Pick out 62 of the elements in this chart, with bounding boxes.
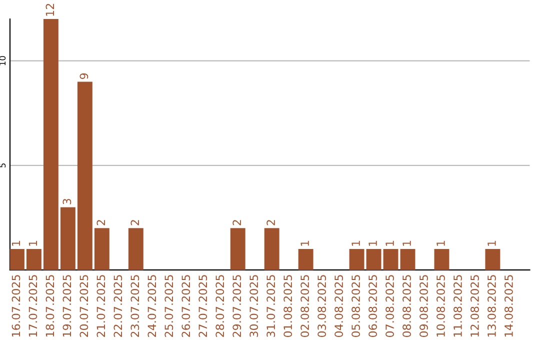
x-tick-label: 03.08.2025	[318, 275, 326, 338]
x-tick-label: 22.07.2025	[114, 275, 122, 337]
bar	[298, 249, 314, 270]
x-tick-label: 18.07.2025	[46, 275, 54, 337]
x-tick-label: 07.08.2025	[386, 275, 394, 338]
bar	[434, 249, 450, 270]
data-label: 1	[402, 240, 411, 246]
x-tick-label: 04.08.2025	[334, 275, 344, 338]
x-tick-label: 26.07.2025	[182, 275, 190, 337]
bar	[94, 228, 110, 270]
x-tick-label: 06.08.2025	[368, 275, 377, 338]
bar	[383, 249, 398, 270]
bar	[264, 228, 280, 270]
x-tick-label: 11.08.2025	[454, 275, 462, 337]
data-label: 1	[12, 240, 20, 246]
x-tick-label: 20.07.2025	[80, 275, 88, 337]
x-tick-label: 23.07.2025	[130, 275, 140, 337]
x-tick-label: 10.08.2025	[436, 275, 445, 337]
bar	[366, 249, 382, 270]
data-label: 1	[300, 240, 309, 246]
data-label: 1	[488, 240, 496, 246]
data-label: 2	[266, 220, 275, 226]
x-tick-label: 24.07.2025	[148, 275, 156, 337]
x-tick-label: 16.07.2025	[12, 275, 20, 337]
data-label: 2	[130, 220, 139, 226]
data-label: 2	[232, 220, 241, 226]
bar	[10, 249, 24, 270]
bar	[400, 249, 416, 270]
data-label: 1	[386, 240, 394, 246]
x-tick-label: 13.08.2025	[488, 275, 496, 337]
bar	[26, 249, 42, 270]
x-tick-label: 19.07.2025	[62, 275, 72, 337]
x-tick-label: 05.08.2025	[352, 275, 360, 338]
x-tick-label: 17.07.2025	[28, 275, 38, 337]
data-label: 1	[436, 240, 445, 246]
bar	[43, 19, 58, 270]
x-tick-label: 12.08.2025	[470, 275, 479, 337]
x-tick-label: 30.07.2025	[250, 275, 258, 337]
bar	[128, 228, 144, 270]
x-tick-label: 01.08.2025	[284, 275, 292, 338]
data-label: 9	[80, 73, 88, 79]
data-label: 1	[368, 240, 377, 246]
bar	[77, 82, 92, 270]
bar	[230, 228, 246, 270]
data-label: 1	[352, 240, 360, 246]
bar	[485, 249, 500, 270]
x-tick-label: 14.08.2025	[504, 275, 513, 337]
x-tick-label: 09.08.2025	[420, 275, 428, 338]
x-tick-label: 28.07.2025	[216, 275, 224, 337]
data-label: 2	[96, 220, 105, 226]
data-label: 12	[46, 4, 54, 16]
x-tick-label: 08.08.2025	[402, 275, 411, 338]
x-tick-label: 29.07.2025	[232, 275, 242, 337]
x-tick-label: 21.07.2025	[96, 275, 106, 337]
x-tick-label: 27.07.2025	[198, 275, 208, 337]
x-tick-label: 25.07.2025	[164, 275, 174, 337]
data-label: 1	[28, 240, 38, 246]
x-tick-label: 02.08.2025	[300, 275, 310, 338]
bar	[349, 249, 364, 270]
bar	[60, 207, 76, 270]
data-label: 3	[62, 198, 72, 204]
x-tick-label: 31.07.2025	[266, 275, 276, 337]
